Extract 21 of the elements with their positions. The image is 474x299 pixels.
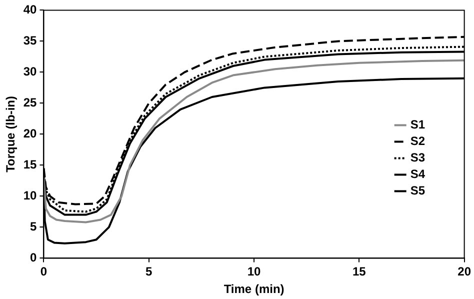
- x-tick-label: 0: [40, 264, 48, 279]
- x-tick-label: 20: [458, 264, 472, 279]
- legend-label: S4: [410, 167, 426, 182]
- y-tick-label: 35: [23, 34, 38, 48]
- y-tick-label: 30: [23, 64, 38, 79]
- y-tick-label: 20: [23, 126, 38, 141]
- y-tick-label: 15: [23, 158, 38, 172]
- x-tick-label: 10: [247, 264, 262, 279]
- y-tick-label: 5: [30, 220, 38, 234]
- legend-label: S5: [410, 184, 426, 198]
- y-tick-label: 40: [23, 2, 38, 17]
- legend-label: S1: [410, 118, 426, 132]
- legend-label: S3: [410, 150, 426, 165]
- y-tick-label: 25: [23, 96, 38, 110]
- x-tick-label: 5: [146, 264, 153, 279]
- y-tick-label: 10: [23, 188, 38, 203]
- x-axis-title: Time (min): [224, 282, 284, 296]
- y-tick-label: 0: [30, 250, 38, 265]
- y-axis-title: Torque (lb-in): [4, 96, 18, 172]
- x-tick-label: 15: [352, 264, 366, 279]
- legend-label: S2: [410, 134, 426, 148]
